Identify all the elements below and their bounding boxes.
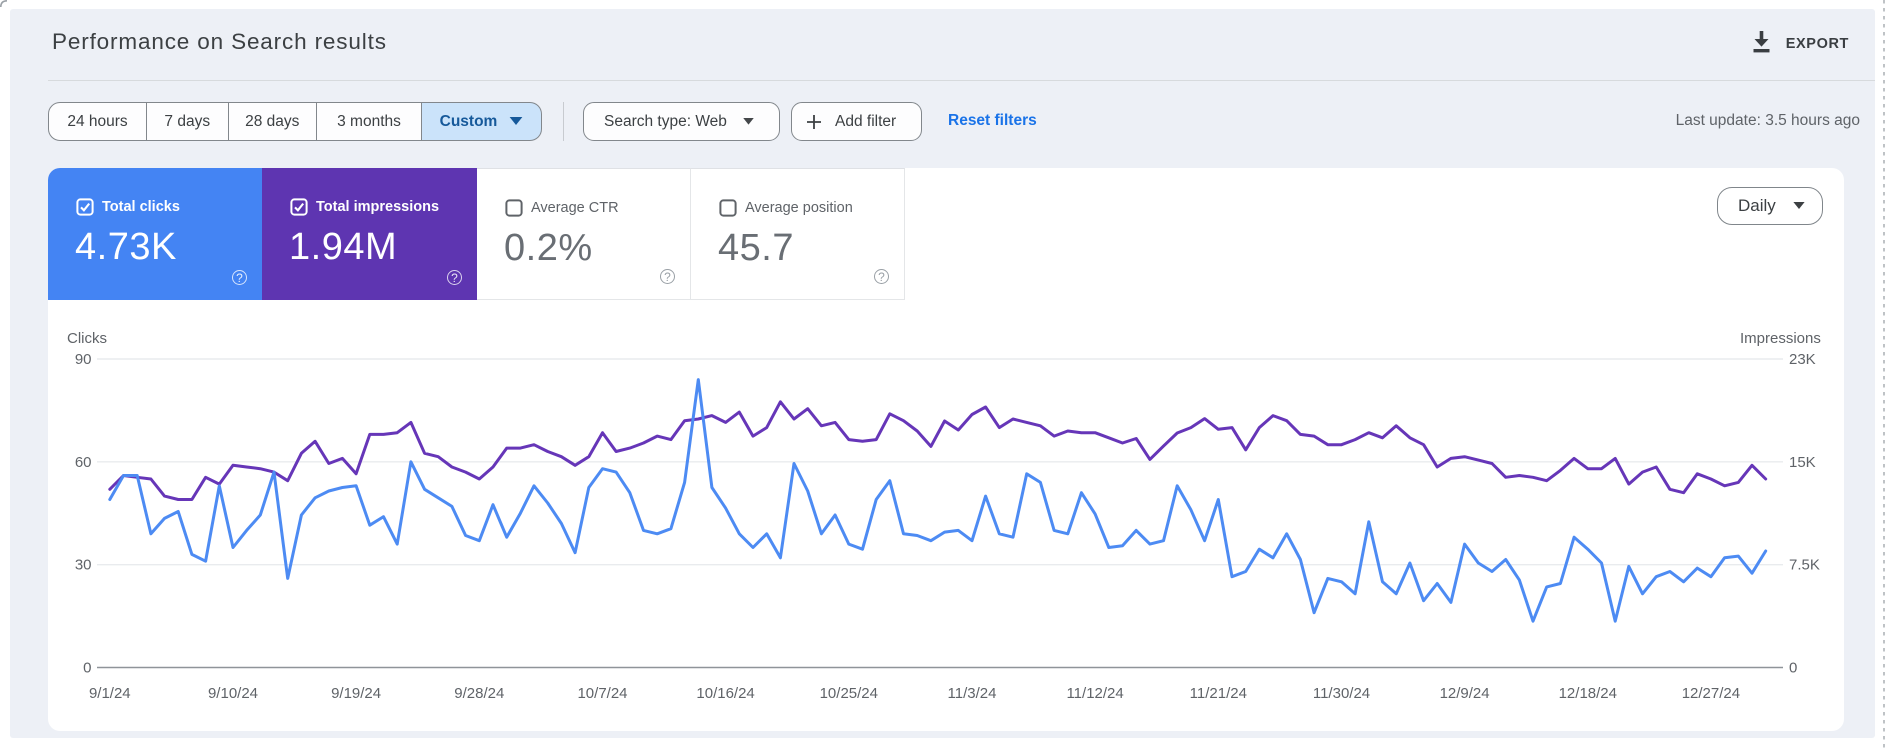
svg-text:12/9/24: 12/9/24 [1440, 685, 1490, 702]
svg-text:11/21/24: 11/21/24 [1190, 685, 1247, 702]
svg-text:10/16/24: 10/16/24 [696, 685, 754, 702]
svg-text:7.5K: 7.5K [1789, 557, 1820, 574]
svg-text:9/1/24: 9/1/24 [89, 685, 131, 702]
svg-text:9/10/24: 9/10/24 [208, 685, 258, 702]
svg-text:10/25/24: 10/25/24 [820, 685, 878, 702]
svg-text:12/18/24: 12/18/24 [1559, 685, 1617, 702]
svg-text:90: 90 [75, 351, 92, 368]
svg-text:11/12/24: 11/12/24 [1066, 685, 1123, 702]
svg-text:30: 30 [75, 557, 92, 574]
svg-text:9/28/24: 9/28/24 [454, 685, 504, 702]
svg-text:11/3/24: 11/3/24 [948, 685, 997, 702]
svg-text:23K: 23K [1789, 351, 1816, 368]
svg-text:60: 60 [75, 454, 92, 471]
svg-text:10/7/24: 10/7/24 [577, 685, 627, 702]
svg-text:0: 0 [83, 660, 91, 677]
svg-text:0: 0 [1789, 660, 1797, 677]
svg-text:9/19/24: 9/19/24 [331, 685, 381, 702]
svg-text:Clicks: Clicks [67, 330, 107, 347]
svg-text:12/27/24: 12/27/24 [1682, 685, 1740, 702]
svg-text:11/30/24: 11/30/24 [1313, 685, 1370, 702]
svg-text:15K: 15K [1789, 454, 1816, 471]
svg-text:Impressions: Impressions [1740, 330, 1821, 347]
